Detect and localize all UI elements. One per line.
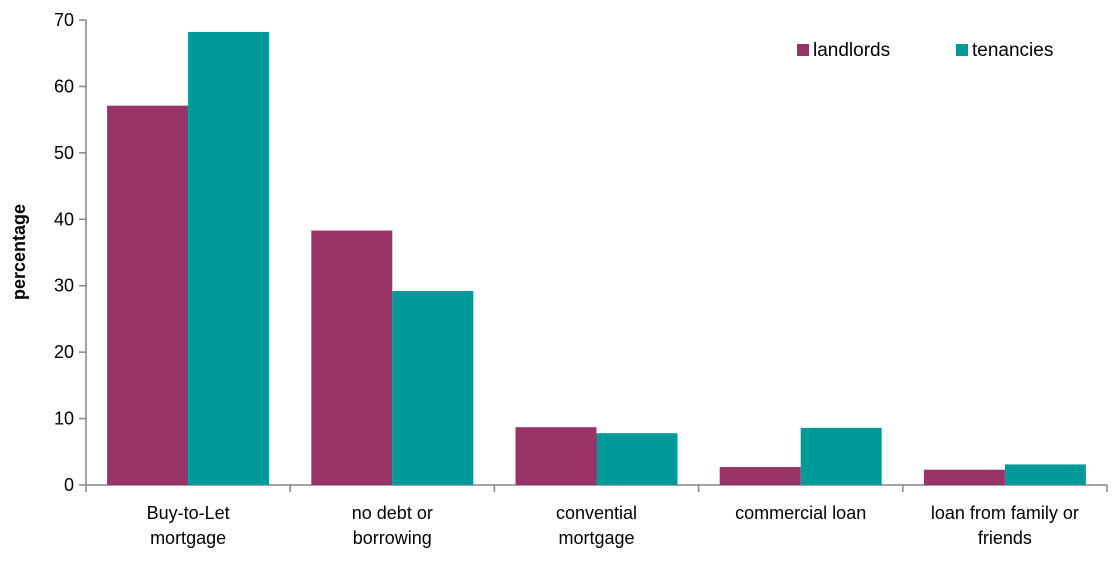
x-tick-label: Buy-to-Let mortgage [147, 503, 230, 548]
x-tick-label: loan from family or friends [931, 503, 1079, 548]
x-tick-label-line: mortgage [558, 528, 634, 548]
y-tick-label: 0 [64, 475, 74, 495]
y-tick-label: 30 [54, 276, 74, 296]
y-tick-label: 40 [54, 209, 74, 229]
bar-tenancies-0 [188, 31, 270, 485]
y-tick-label: 50 [54, 143, 74, 163]
x-tick-label-line: Buy-to-Let [147, 503, 230, 523]
legend-swatch-tenancies [956, 44, 968, 56]
x-ticks [85, 485, 1108, 492]
y-tick-label: 10 [54, 409, 74, 429]
bar-landlords-3 [719, 467, 801, 485]
bar-landlords-2 [515, 427, 597, 485]
bar-tenancies-2 [596, 433, 678, 485]
x-tick-label-line: friends [978, 528, 1032, 548]
x-tick-labels: Buy-to-Let mortgage no debt or borrowing con… [147, 503, 1079, 548]
legend: landlords tenancies [797, 40, 1053, 61]
x-tick-label-line: borrowing [353, 528, 432, 548]
bars [107, 31, 1086, 485]
y-tick-label: 70 [54, 10, 74, 30]
y-ticks: 0 10 20 30 40 50 60 70 [54, 10, 86, 495]
legend-label-tenancies: tenancies [972, 40, 1053, 61]
y-tick-label: 20 [54, 342, 74, 362]
legend-label-landlords: landlords [813, 40, 890, 61]
x-tick-label: commercial loan [735, 503, 866, 523]
bar-tenancies-3 [800, 427, 882, 485]
bar-tenancies-1 [392, 291, 474, 485]
x-tick-label: no debt or borrowing [352, 503, 433, 548]
bar-tenancies-4 [1004, 464, 1086, 485]
x-tick-label-line: loan from family or [931, 503, 1079, 523]
legend-swatch-landlords [797, 44, 809, 56]
x-tick-label-line: commercial loan [735, 503, 866, 523]
x-tick-label-line: no debt or [352, 503, 433, 523]
bar-landlords-4 [923, 469, 1005, 485]
bar-landlords-1 [311, 230, 393, 485]
bar-landlords-0 [107, 105, 189, 485]
y-axis-label: percentage [9, 204, 29, 300]
x-tick-label-line: mortgage [150, 528, 226, 548]
y-tick-label: 60 [54, 76, 74, 96]
x-tick-label: convential mortgage [556, 503, 637, 548]
x-tick-label-line: convential [556, 503, 637, 523]
